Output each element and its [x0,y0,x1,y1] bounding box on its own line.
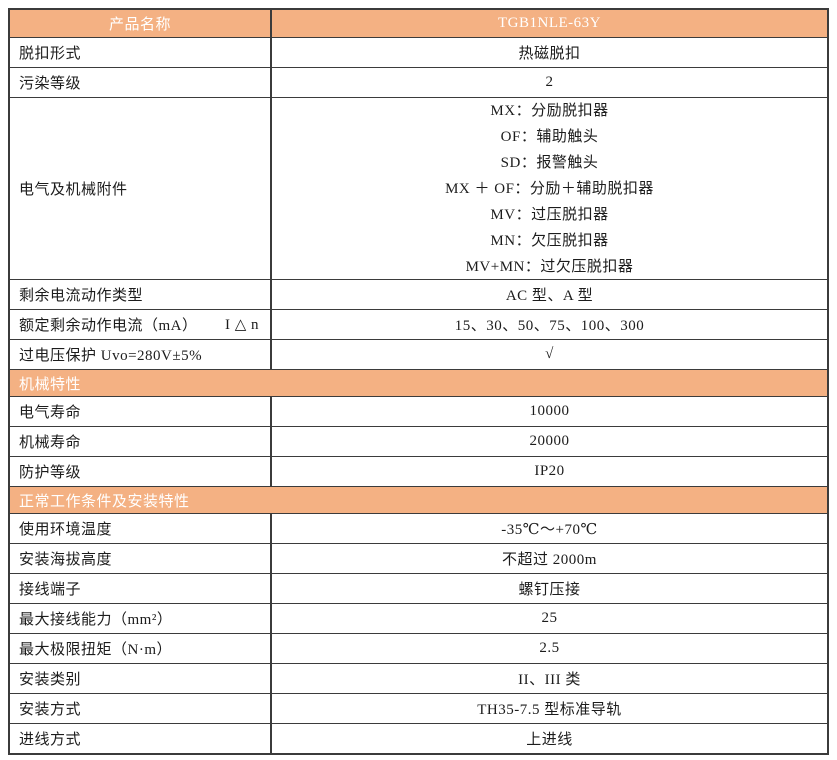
row-value: IP20 [534,463,565,479]
row-value: II、III 类 [518,672,581,688]
section-header-installation: 正常工作条件及安装特性 [10,486,827,513]
table-row-overvoltage-protection: 过电压保护 Uvo=280V±5% √ [10,339,827,369]
table-row-max-torque: 最大极限扭矩（N·m） 2.5 [10,633,827,663]
table-row-installation-category: 安装类别 II、III 类 [10,663,827,693]
row-value: AC 型、A 型 [505,288,594,304]
row-label: 安装类别 [10,664,272,693]
row-label: 最大接线能力（mm²） [10,604,272,633]
table-row-incoming-line: 进线方式 上进线 [10,723,827,753]
table-row-pollution-degree: 污染等级 2 [10,67,827,97]
section-title: 机械特性 [10,370,827,396]
table-row-trip-type: 脱扣形式 热磁脱扣 [10,37,827,67]
row-value: 10000 [529,403,570,419]
row-label: 剩余电流动作类型 [10,280,272,309]
table-row-mounting-method: 安装方式 TH35-7.5 型标准导轨 [10,693,827,723]
section-header-mechanical: 机械特性 [10,369,827,396]
table-row-installation-altitude: 安装海拔高度 不超过 2000m [10,543,827,573]
table-row-protection-rating: 防护等级 IP20 [10,456,827,486]
row-value: 不超过 2000m [502,552,597,568]
row-label-text: 额定剩余动作电流（mA） [19,318,198,334]
row-label-symbol: I △ n [224,317,259,333]
row-label: 使用环境温度 [10,514,272,543]
row-value: 20000 [529,433,570,449]
row-label: 安装方式 [10,694,272,723]
row-value: 热磁脱扣 [518,46,581,62]
table-row-electrical-life: 电气寿命 10000 [10,396,827,426]
row-value: 15、30、50、75、100、300 [454,318,645,334]
row-value: -35℃～+70℃ [501,522,598,538]
row-label: 额定剩余动作电流（mA） I △ n [10,310,272,339]
row-label: 最大极限扭矩（N·m） [10,634,272,663]
row-label: 安装海拔高度 [10,544,272,573]
product-model-value: TGB1NLE-63Y [272,10,827,37]
product-spec-table: 产品名称 TGB1NLE-63Y 脱扣形式 热磁脱扣 污染等级 2 电气及机械附… [8,8,829,755]
row-value: 螺钉压接 [518,582,581,598]
row-value: 2 [545,74,554,90]
row-value: 25 [541,610,558,626]
row-label: 过电压保护 Uvo=280V±5% [10,340,272,369]
row-label: 防护等级 [10,457,272,486]
table-row-max-wire-capacity: 最大接线能力（mm²） 25 [10,603,827,633]
table-row-accessories: 电气及机械附件 MX：分励脱扣器 OF：辅助触头 SD：报警触头 MX ＋ OF… [10,97,827,279]
row-label: 脱扣形式 [10,38,272,67]
row-value: 上进线 [526,732,573,748]
table-row-rated-residual-current: 额定剩余动作电流（mA） I △ n 15、30、50、75、100、300 [10,309,827,339]
row-label: 电气及机械附件 [10,98,272,279]
table-header-row: 产品名称 TGB1NLE-63Y [10,10,827,37]
table-row-terminal-type: 接线端子 螺钉压接 [10,573,827,603]
product-name-header: 产品名称 [10,10,272,37]
row-value-accessory-list: MX：分励脱扣器 OF：辅助触头 SD：报警触头 MX ＋ OF：分励＋辅助脱扣… [445,102,654,275]
row-label: 污染等级 [10,68,272,97]
row-label: 电气寿命 [10,397,272,426]
row-value: TH35-7.5 型标准导轨 [477,702,622,718]
row-label: 接线端子 [10,574,272,603]
table-row-residual-current-type: 剩余电流动作类型 AC 型、A 型 [10,279,827,309]
table-row-ambient-temperature: 使用环境温度 -35℃～+70℃ [10,513,827,543]
row-label: 进线方式 [10,724,272,753]
table-row-mechanical-life: 机械寿命 20000 [10,426,827,456]
row-value-checkmark: √ [545,346,554,362]
row-value: 2.5 [539,640,560,656]
section-title: 正常工作条件及安装特性 [10,487,827,513]
row-label: 机械寿命 [10,427,272,456]
